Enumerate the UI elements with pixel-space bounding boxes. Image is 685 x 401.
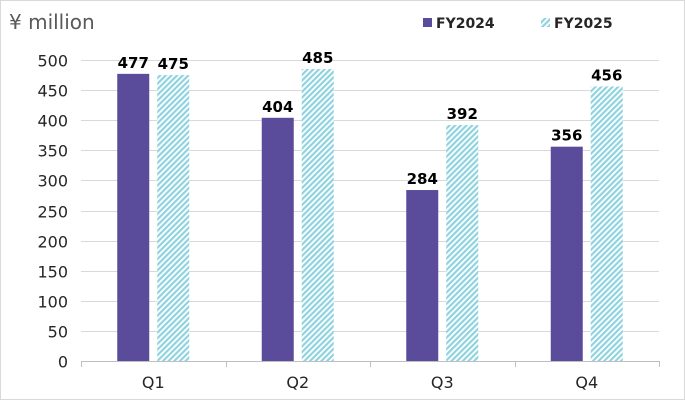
y-tick-label: 450	[37, 82, 68, 101]
legend-label-fy2024: FY2024	[436, 16, 495, 32]
x-category-label: Q2	[286, 373, 309, 392]
y-tick-label: 400	[37, 112, 68, 131]
bar-fy2025	[590, 86, 623, 361]
data-label: 392	[447, 105, 478, 123]
axes: 0 50 100 150 200 250 300 350 400 450 500 Q1 Q2 Q3 Q4	[37, 52, 660, 392]
x-category-label: Q4	[575, 373, 598, 392]
x-category-label: Q1	[142, 373, 165, 392]
y-tick-label: 250	[37, 203, 68, 222]
bar-fy2025	[446, 125, 479, 362]
data-label: 456	[591, 66, 622, 84]
data-label: 485	[302, 49, 333, 67]
legend-swatch-fy2025	[541, 18, 550, 27]
data-label: 356	[551, 127, 582, 145]
x-category-label: Q3	[431, 373, 454, 392]
legend-swatch-fy2024	[423, 18, 432, 27]
y-tick-label: 350	[37, 142, 68, 161]
y-tick-label: 150	[37, 263, 68, 282]
bar-fy2024	[117, 73, 150, 361]
labels: 477 475 404 485 284 392 356 456	[118, 49, 623, 188]
bars	[117, 69, 623, 362]
data-label: 284	[407, 170, 438, 188]
bar-fy2024	[550, 146, 583, 361]
unit-label: ¥ million	[9, 10, 95, 34]
legend-label-fy2025: FY2025	[554, 16, 613, 32]
data-label: 477	[118, 54, 149, 72]
y-tick-label: 300	[37, 172, 68, 191]
bar-fy2025	[301, 69, 334, 361]
y-tick-label: 200	[37, 233, 68, 252]
y-tick-label: 0	[58, 353, 68, 372]
y-tick-label: 50	[48, 323, 68, 342]
legend: FY2024 FY2025	[423, 16, 613, 32]
bar-fy2025	[157, 75, 190, 362]
data-label: 404	[262, 98, 293, 116]
y-tick-label: 100	[37, 293, 68, 312]
y-tick-label: 500	[37, 52, 68, 71]
data-label: 475	[158, 55, 189, 73]
bar-fy2024	[261, 117, 294, 362]
bar-fy2024	[406, 190, 439, 361]
